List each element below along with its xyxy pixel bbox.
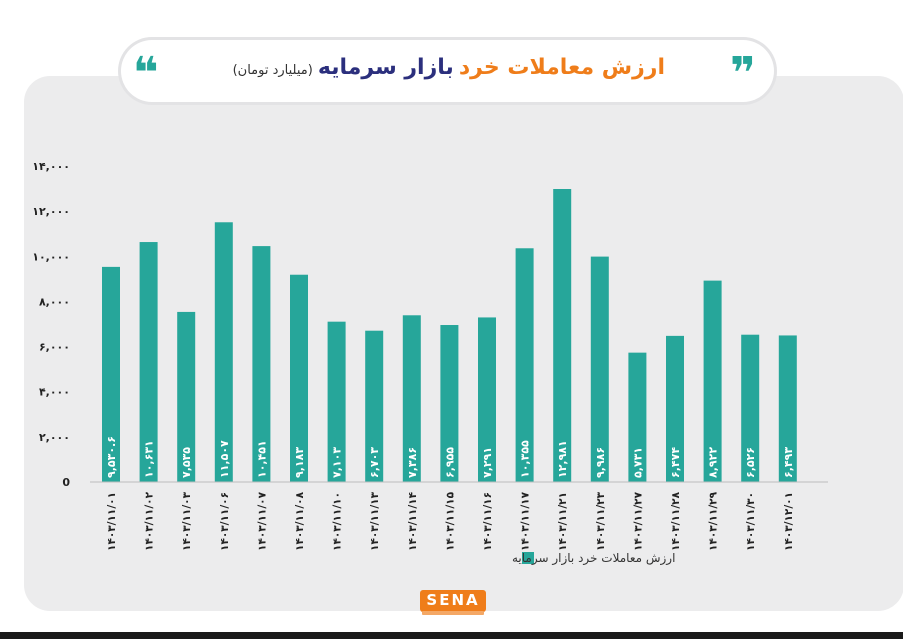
bar [177, 311, 196, 482]
title-part-2: بازار سرمایه [317, 55, 454, 80]
title-unit: (میلیارد تومان) [232, 63, 313, 78]
bar-value-label: ۹,۱۸۳ [293, 447, 306, 478]
logo-underline [422, 611, 484, 615]
bar [290, 274, 308, 482]
y-tick-label: ۱۲,۰۰۰ [32, 205, 70, 218]
bar-value-label: ۶,۵۲۶ [744, 447, 757, 478]
x-tick-label: ۱۴۰۳/۱۱/۲۸ [670, 491, 682, 551]
y-tick-label: ۶,۰۰۰ [39, 341, 70, 354]
sena-logo: SENA [420, 590, 486, 612]
bar [590, 256, 609, 482]
bar [440, 325, 459, 482]
bar-value-label: ۷,۲۹۱ [481, 447, 494, 478]
quote-icon-right: ❞ [730, 48, 756, 99]
quote-icon-left: ❝ [133, 48, 159, 99]
x-tick-label: ۱۴۰۳/۱۱/۲۹ [708, 491, 720, 551]
bar [778, 335, 797, 482]
x-tick-label: ۱۴۰۳/۱۱/۰۳ [181, 491, 193, 551]
y-tick-label: ۱۴,۰۰۰ [32, 160, 70, 173]
y-tick-label: ۲,۰۰۰ [39, 431, 70, 444]
bar-value-label: ۶,۹۵۵ [443, 447, 456, 478]
bar-value-label: ۱۱,۵۰۷ [218, 440, 231, 478]
bar-value-label: ۹,۹۸۶ [594, 447, 607, 478]
x-tick-label: ۱۴۰۳/۱۱/۱۴ [407, 491, 419, 551]
bar-value-label: ۱۰,۳۵۵ [519, 440, 532, 478]
x-tick-label: ۱۴۰۳/۱۱/۰۱ [106, 492, 118, 551]
bar-value-label: ۵,۷۳۱ [631, 447, 644, 478]
bar-value-label: ۶,۴۷۴ [669, 447, 682, 478]
legend-label: ارزش معاملات خرد بازار سرمایه [512, 551, 675, 566]
x-tick-label: ۱۴۰۳/۱۱/۰۷ [256, 491, 268, 551]
bar [553, 189, 572, 482]
bar [252, 246, 271, 482]
y-tick-label: 0 [62, 476, 70, 489]
bar [139, 242, 158, 482]
bar [703, 280, 722, 482]
x-tick-label: ۱۴۰۳/۱۱/۱۵ [444, 491, 456, 551]
x-tick-label: ۱۴۰۳/۱۱/۰۲ [144, 491, 156, 551]
x-tick-label: ۱۴۰۳/۱۱/۰۶ [219, 492, 231, 551]
legend-swatch [522, 552, 534, 564]
bar-value-label: ۱۲,۹۸۱ [556, 440, 569, 478]
title-part-1: ارزش معاملات خرد [458, 55, 665, 80]
y-tick-label: ۴,۰۰۰ [39, 386, 70, 399]
bar-value-label: ۸,۹۲۲ [707, 447, 720, 478]
bar [214, 222, 233, 482]
bar-value-label: ۷,۳۸۶ [406, 447, 419, 478]
bar [741, 334, 760, 482]
bar-value-label: ۷,۱۰۳ [331, 447, 344, 478]
y-tick-label: ۱۰,۰۰۰ [32, 250, 70, 263]
bar [402, 315, 421, 482]
y-tick-label: ۸,۰۰۰ [39, 295, 70, 308]
title-banner [121, 40, 774, 102]
bar [478, 317, 496, 482]
chart-title: ارزش معاملات خرد بازار سرمایه (میلیارد ت… [160, 55, 665, 87]
bar-value-label: ۹,۵۳۰.۶ [105, 436, 118, 478]
x-tick-label: ۱۴۰۳/۱۱/۰۸ [294, 491, 306, 551]
x-tick-label: ۱۴۰۳/۱۱/۲۳ [595, 491, 607, 551]
bar [666, 335, 684, 482]
bar-value-label: ۷,۵۳۵ [180, 447, 193, 478]
bar-value-label: ۶,۷۰۳ [368, 447, 381, 478]
bar [365, 330, 384, 482]
bar-value-label: ۱۰,۴۵۱ [255, 440, 268, 478]
bar [515, 248, 534, 482]
bar-value-label: ۱۰,۶۳۱ [143, 440, 156, 478]
x-tick-label: ۱۴۰۳/۱۱/۲۷ [632, 491, 644, 551]
bottom-border [0, 632, 903, 639]
bar [327, 321, 346, 482]
bar [628, 352, 647, 482]
bar [102, 266, 120, 482]
bar-value-label: ۶,۴۹۳ [782, 447, 795, 478]
x-tick-label: ۱۴۰۳/۱۱/۲۱ [557, 492, 569, 551]
x-tick-label: ۱۴۰۳/۱۱/۱۰ [332, 492, 344, 551]
x-tick-label: ۱۴۰۳/۱۱/۱۷ [520, 491, 532, 551]
x-tick-label: ۱۴۰۳/۱۱/۳۰ [745, 492, 757, 551]
x-tick-label: ۱۴۰۳/۱۲/۰۱ [783, 492, 795, 551]
x-tick-label: ۱۴۰۳/۱۱/۱۳ [369, 491, 381, 551]
x-tick-label: ۱۴۰۳/۱۱/۱۶ [482, 492, 494, 551]
